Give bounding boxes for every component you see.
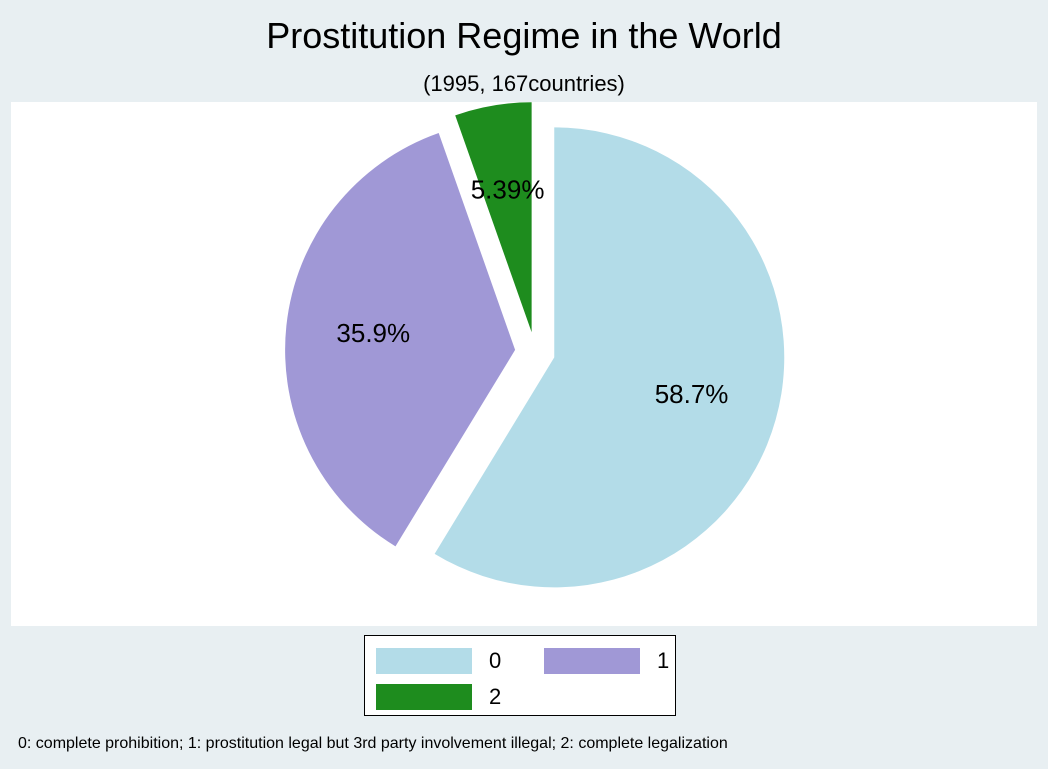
plot-region: 58.7% 35.9% 5.39% (11, 102, 1037, 626)
legend: 0 1 2 (364, 635, 676, 716)
legend-swatch-1 (544, 648, 640, 674)
legend-label-0: 0 (489, 648, 502, 673)
slice-label-2: 5.39% (471, 175, 545, 205)
chart-title: Prostitution Regime in the World (266, 15, 782, 56)
legend-label-1: 1 (657, 648, 670, 673)
chart-subtitle: (1995, 167countries) (423, 71, 625, 96)
legend-swatch-2 (376, 684, 472, 710)
pie-slice-2 (455, 102, 532, 333)
slice-label-0: 58.7% (655, 379, 729, 409)
pie-chart: 58.7% 35.9% 5.39% (285, 102, 785, 588)
legend-swatch-0 (376, 648, 472, 674)
pie-slice-0 (434, 127, 785, 588)
pie-slice-1 (285, 132, 516, 547)
slice-label-1: 35.9% (336, 318, 410, 348)
legend-label-2: 2 (489, 684, 502, 709)
category-note: 0: complete prohibition; 1: prostitution… (18, 735, 728, 752)
